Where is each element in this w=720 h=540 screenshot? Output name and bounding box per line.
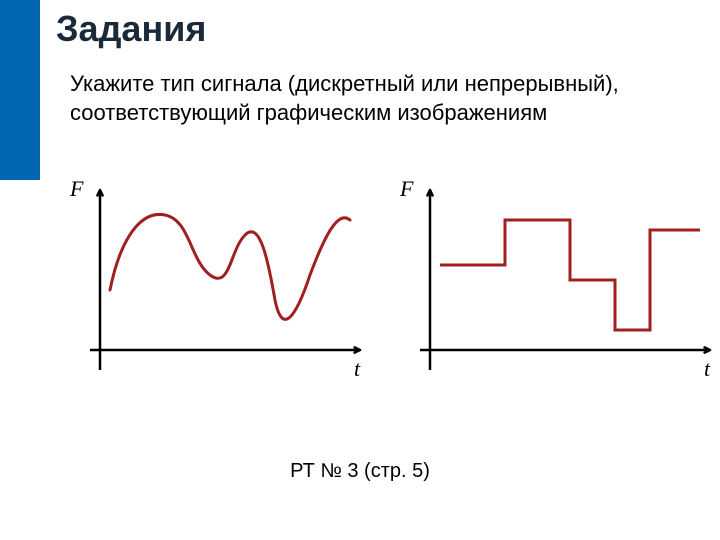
chart-continuous: F t (70, 180, 370, 400)
footer-note: РТ № 3 (стр. 5) (0, 460, 720, 483)
page-subtitle: Укажите тип сигнала (дискретный или непр… (70, 70, 710, 127)
chart-discrete: F t (400, 180, 720, 400)
x-axis-label-right: t (704, 356, 710, 382)
page-title: Задания (56, 8, 206, 50)
chart-svg-left (70, 180, 370, 400)
accent-strip (0, 0, 40, 180)
chart-svg-right (400, 180, 720, 400)
y-axis-label-right: F (400, 176, 413, 202)
x-axis-label-left: t (354, 356, 360, 382)
y-axis-label-left: F (70, 176, 83, 202)
